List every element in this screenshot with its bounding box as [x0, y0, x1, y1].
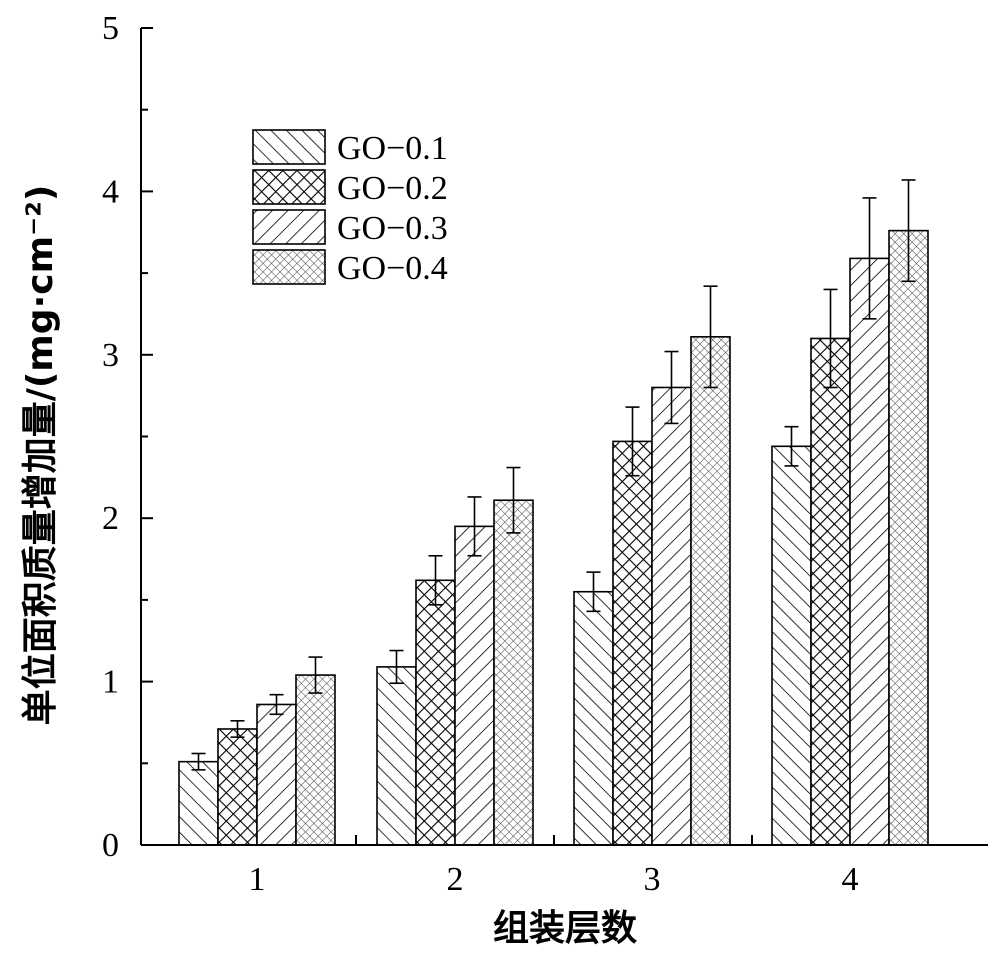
x-tick-label: 2: [447, 861, 464, 898]
y-tick-label: 5: [102, 10, 119, 47]
y-tick-label: 2: [102, 500, 119, 537]
bar: [690, 336, 731, 846]
x-tick-label: 4: [842, 861, 859, 898]
legend-item: GO−0.4: [252, 249, 448, 287]
bar: [217, 728, 258, 846]
y-tick-label: 1: [102, 664, 119, 701]
legend-swatch: [252, 169, 326, 205]
legend-swatch: [252, 209, 326, 245]
legend-label: GO−0.3: [337, 210, 448, 247]
legend-label: GO−0.4: [337, 250, 448, 287]
legend-item: GO−0.2: [252, 169, 448, 207]
bar: [415, 579, 456, 846]
x-ticks: 1 2 3 4: [249, 835, 859, 898]
bar: [376, 666, 417, 846]
y-tick-label: 3: [102, 337, 119, 374]
legend-label: GO−0.1: [337, 130, 448, 167]
bar: [612, 440, 653, 846]
x-tick-label: 1: [249, 861, 266, 898]
legend-swatch: [252, 129, 326, 165]
y-tick-label: 4: [102, 173, 119, 210]
y-axis-title: 单位面积质量增加量/(mg·cm⁻²): [20, 185, 61, 726]
bar: [771, 445, 812, 846]
bar: [651, 386, 692, 846]
bar: [810, 337, 851, 846]
legend-swatch: [252, 249, 326, 285]
error-bars-layer: [191, 179, 916, 771]
bar: [256, 703, 297, 846]
legend-item: GO−0.1: [252, 129, 448, 167]
bar: [493, 499, 534, 846]
bar: [888, 229, 929, 846]
legend-item: GO−0.3: [252, 209, 448, 247]
bar: [573, 590, 614, 846]
y-ticks: 0 1 2 3 4 5: [102, 10, 153, 864]
legend-label: GO−0.2: [337, 170, 448, 207]
y-tick-label: 0: [102, 827, 119, 864]
bar: [295, 674, 336, 846]
bar: [454, 525, 495, 846]
x-axis-title: 组装层数: [493, 908, 637, 949]
legend: GO−0.1GO−0.2GO−0.3GO−0.4: [252, 129, 448, 287]
x-tick-label: 3: [644, 861, 661, 898]
bars-layer: [178, 229, 929, 846]
bar: [849, 257, 890, 846]
bar: [178, 760, 219, 846]
